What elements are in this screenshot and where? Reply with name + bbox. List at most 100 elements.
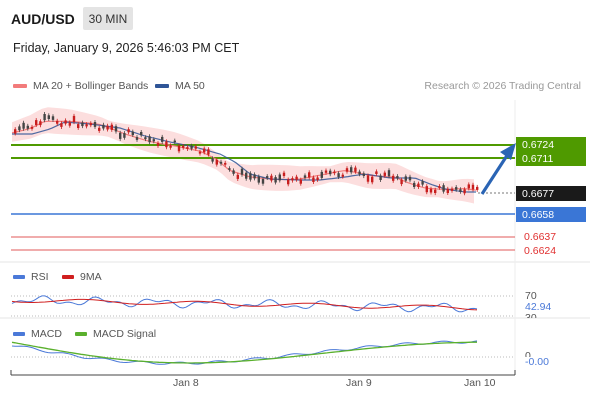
candle-body	[362, 173, 365, 176]
candle-body	[245, 172, 248, 179]
macd-value-label: -0.00	[525, 356, 549, 368]
candle-body	[341, 174, 344, 177]
candle-body	[106, 125, 109, 130]
candle-body	[98, 127, 101, 131]
candle-body	[119, 132, 122, 139]
candle-body	[211, 158, 214, 162]
candle-body	[131, 131, 134, 136]
candle-body	[425, 186, 428, 193]
candle-body	[182, 146, 185, 148]
candle-body	[270, 175, 273, 181]
candle-body	[123, 133, 126, 138]
candle-body	[455, 187, 458, 190]
candle-body	[329, 170, 332, 175]
candle-body	[282, 172, 286, 176]
candle-body	[429, 188, 433, 193]
candle-body	[127, 129, 130, 133]
macd-line	[11, 340, 478, 365]
candle-body	[232, 170, 235, 174]
rsi-value-label: 42.94	[525, 301, 552, 313]
rsi-ma-label: 9MA	[80, 271, 102, 283]
candle-body	[43, 114, 46, 121]
candle-body	[144, 137, 147, 140]
candle-body	[165, 141, 168, 148]
candle-body	[228, 168, 231, 170]
candle-body	[371, 176, 374, 183]
candle-body	[295, 176, 298, 180]
candle-body	[30, 126, 34, 129]
candle-body	[467, 184, 470, 189]
candle-body	[77, 124, 80, 128]
candle-body	[186, 147, 189, 149]
candle-body	[404, 176, 407, 181]
pivot-tag: 0.6658	[516, 207, 586, 222]
candle-body	[379, 175, 382, 180]
macd-label: MACD	[31, 328, 62, 340]
candle-body	[316, 177, 319, 180]
legend-ma50: MA 50	[155, 80, 205, 92]
forecast-arrow-head	[500, 143, 516, 160]
candle-body	[459, 189, 462, 192]
candle-body	[383, 172, 386, 176]
research-credit: Research © 2026 Trading Central	[424, 80, 581, 92]
candle-body	[14, 129, 17, 134]
candle-body	[152, 139, 155, 142]
candle-body	[110, 124, 113, 130]
rsi-line	[11, 295, 478, 313]
rsi-swatch	[13, 275, 25, 279]
macd-signal-label: MACD Signal	[93, 328, 157, 340]
candle-body	[392, 175, 395, 181]
candle-body	[140, 132, 143, 136]
candle-body	[291, 178, 294, 181]
macd-signal-swatch	[75, 332, 87, 336]
ma20-line	[11, 120, 477, 191]
candle-body	[249, 173, 252, 180]
current-price-tag: 0.6677	[516, 186, 586, 201]
candle-body	[26, 125, 29, 129]
candle-body	[22, 122, 25, 129]
legend-ma20: MA 20 + Bollinger Bands	[13, 80, 148, 92]
candle-body	[60, 123, 63, 127]
rsi-ma-swatch	[62, 275, 74, 279]
candle-body	[240, 168, 244, 175]
rsi-30-label: 30	[525, 312, 537, 318]
candle-body	[333, 171, 336, 174]
timestamp: Friday, January 9, 2026 5:46:03 PM CET	[13, 41, 240, 55]
timeframe-button[interactable]: 30 MIN	[83, 7, 133, 30]
candle-body	[236, 174, 239, 179]
candle-body	[278, 174, 281, 181]
candle-body	[215, 159, 218, 165]
macd-zero-label: 0	[525, 350, 531, 357]
x-tick-jan9: Jan 9	[346, 377, 372, 389]
candle-body	[47, 115, 50, 119]
candle-body	[89, 123, 92, 126]
candle-body	[85, 124, 88, 127]
candle-body	[417, 183, 420, 187]
candle-body	[266, 176, 269, 178]
candle-body	[18, 126, 21, 131]
candle-body	[354, 167, 357, 172]
candle-body	[177, 145, 181, 152]
candle-body	[345, 168, 349, 172]
legend-rsi: RSI	[13, 271, 49, 283]
ma50-line	[12, 121, 476, 193]
candle-body	[287, 179, 290, 185]
candle-body	[261, 179, 265, 184]
candle-body	[194, 146, 197, 149]
candle-body	[274, 177, 277, 183]
candle-body	[312, 177, 315, 182]
candle-body	[434, 189, 437, 193]
candle-body	[93, 122, 97, 127]
candle-body	[224, 162, 227, 165]
support-1-tag: 0.6637	[524, 231, 557, 243]
rsi-ma-line	[11, 298, 478, 311]
candle-body	[387, 170, 391, 177]
x-tick-jan10: Jan 10	[464, 377, 496, 389]
legend-macd-signal: MACD Signal	[75, 328, 156, 340]
ma50-label: MA 50	[175, 80, 205, 92]
candle-body	[51, 116, 55, 120]
candle-body	[446, 188, 449, 193]
candle-body	[299, 179, 302, 184]
x-tick-jan8: Jan 8	[173, 377, 199, 389]
